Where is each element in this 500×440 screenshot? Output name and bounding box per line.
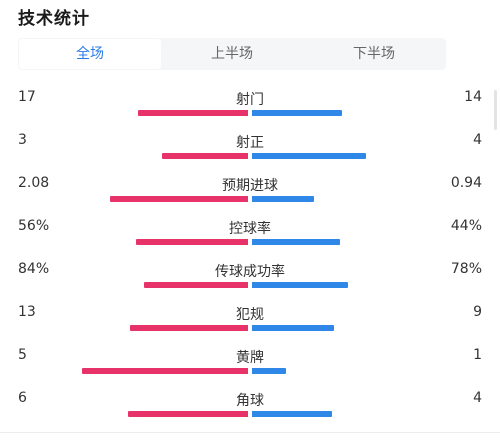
- stat-row: 2.08 预期进球 0.94: [0, 172, 500, 215]
- stat-label: 射门: [236, 92, 264, 108]
- home-bar: [130, 325, 248, 331]
- stat-row: 5 黄牌 1: [0, 344, 500, 387]
- stat-label: 角球: [236, 393, 264, 409]
- home-value: 56%: [18, 218, 50, 234]
- home-bar: [110, 196, 248, 202]
- home-bar: [162, 153, 248, 159]
- away-value: 14: [464, 89, 482, 105]
- away-bar: [252, 325, 334, 331]
- page-title: 技术统计: [18, 9, 90, 29]
- away-value: 1: [473, 347, 482, 363]
- stat-row: 13 犯规 9: [0, 301, 500, 344]
- away-bar: [252, 239, 340, 245]
- away-bar: [252, 196, 314, 202]
- away-bar: [252, 411, 332, 417]
- tab-second-half[interactable]: 下半场: [353, 46, 395, 62]
- home-value: 13: [18, 304, 36, 320]
- stat-label: 黄牌: [236, 350, 264, 366]
- stat-row: 3 射正 4: [0, 129, 500, 172]
- away-value: 4: [473, 390, 482, 406]
- stat-label: 犯规: [236, 307, 264, 323]
- home-value: 6: [18, 390, 27, 406]
- stat-row: 6 角球 4: [0, 387, 500, 430]
- scrollbar[interactable]: [494, 90, 497, 130]
- stat-row: 56% 控球率 44%: [0, 215, 500, 258]
- home-value: 5: [18, 347, 27, 363]
- stat-label: 控球率: [229, 221, 271, 237]
- divider: [0, 432, 500, 433]
- stats-list: 17 射门 14 3 射正 4 2.08 预期进球 0.94 56% 控球率 44% 84% 传球成功率 7…: [0, 86, 500, 430]
- away-bar: [252, 368, 286, 374]
- home-bar: [138, 110, 248, 116]
- stat-label: 传球成功率: [215, 264, 285, 280]
- away-value: 9: [473, 304, 482, 320]
- tab-full-match[interactable]: 全场: [19, 39, 161, 69]
- home-value: 84%: [18, 261, 50, 277]
- period-tabs: 全场 上半场 下半场: [18, 38, 446, 70]
- away-value: 44%: [450, 218, 482, 234]
- home-value: 2.08: [18, 175, 50, 191]
- home-bar: [136, 239, 248, 245]
- away-bar: [252, 110, 342, 116]
- stat-label: 射正: [236, 135, 264, 151]
- stat-label: 预期进球: [222, 178, 278, 194]
- home-value: 3: [18, 132, 27, 148]
- away-value: 0.94: [450, 175, 482, 191]
- home-bar: [144, 282, 248, 288]
- home-bar: [128, 411, 248, 417]
- away-bar: [252, 153, 366, 159]
- away-bar: [252, 282, 348, 288]
- home-value: 17: [18, 89, 36, 105]
- stat-row: 17 射门 14: [0, 86, 500, 129]
- stat-row: 84% 传球成功率 78%: [0, 258, 500, 301]
- away-value: 4: [473, 132, 482, 148]
- home-bar: [82, 368, 248, 374]
- tab-first-half[interactable]: 上半场: [211, 46, 253, 62]
- away-value: 78%: [450, 261, 482, 277]
